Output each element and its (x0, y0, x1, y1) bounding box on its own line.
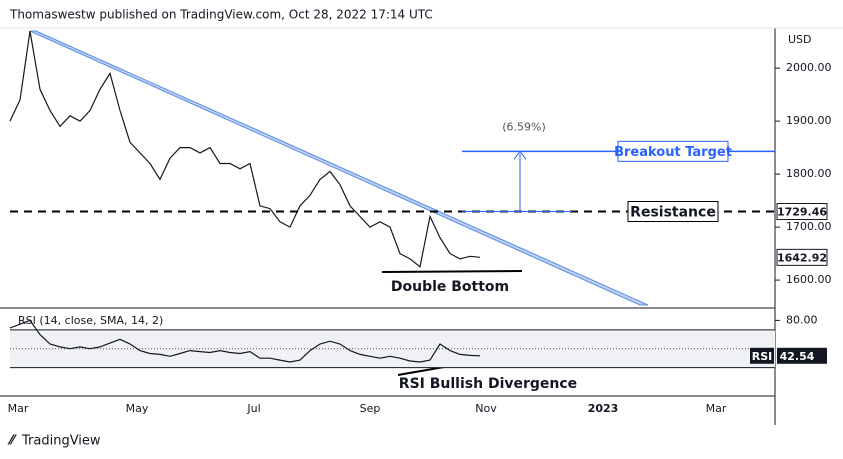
x-tick-label: May (126, 402, 149, 415)
header: Thomaswestw published on TradingView.com… (9, 8, 433, 22)
y-tick-label: 80.00 (786, 313, 818, 326)
rsi-last-label: 42.54 (780, 350, 815, 363)
rsi-tag-box (750, 347, 774, 364)
price-line (9, 319, 481, 363)
target-label: Breakout Target (614, 145, 732, 160)
target-change: (6.59%) (502, 120, 546, 133)
rsi-title: RSI (14, close, SMA, 14, 2) (18, 314, 163, 327)
price-marker-label: 1642.92 (777, 251, 827, 264)
currency-label: USD (788, 33, 812, 46)
rsi-annotation: RSI Bullish Divergence (399, 376, 577, 392)
price-marker-label: 1729.46 (777, 206, 827, 219)
y-tick-label: 1900.00 (786, 114, 832, 127)
trend-channel (29, 30, 649, 306)
x-tick-label: Mar (706, 402, 727, 415)
y-tick-label: 1600.00 (786, 273, 832, 286)
y-tick-label: 1700.00 (786, 220, 832, 233)
x-tick-label: 2023 (588, 402, 619, 415)
resistance-label: Resistance (630, 205, 716, 221)
x-tick-label: Jul (246, 402, 260, 415)
rsi-last-box (777, 347, 827, 364)
x-tick-label: Sep (360, 402, 381, 415)
support-line (381, 270, 523, 273)
y-tick-label: 1800.00 (786, 167, 832, 180)
price-marker (776, 203, 828, 220)
pattern-label: Double Bottom (391, 279, 509, 295)
footer-logo: TradingView (21, 434, 101, 449)
price-line (9, 30, 481, 268)
x-tick-label: Nov (475, 402, 497, 415)
x-tick-label: Mar (8, 402, 29, 415)
arrow-head (513, 150, 527, 160)
target-box (617, 140, 729, 162)
logo-mark: ⁄⁄ (7, 434, 17, 449)
price-marker (776, 248, 828, 266)
rsi-tag: RSI (752, 350, 773, 363)
y-tick-label: 2000.00 (786, 61, 832, 74)
resistance-box (627, 201, 719, 222)
